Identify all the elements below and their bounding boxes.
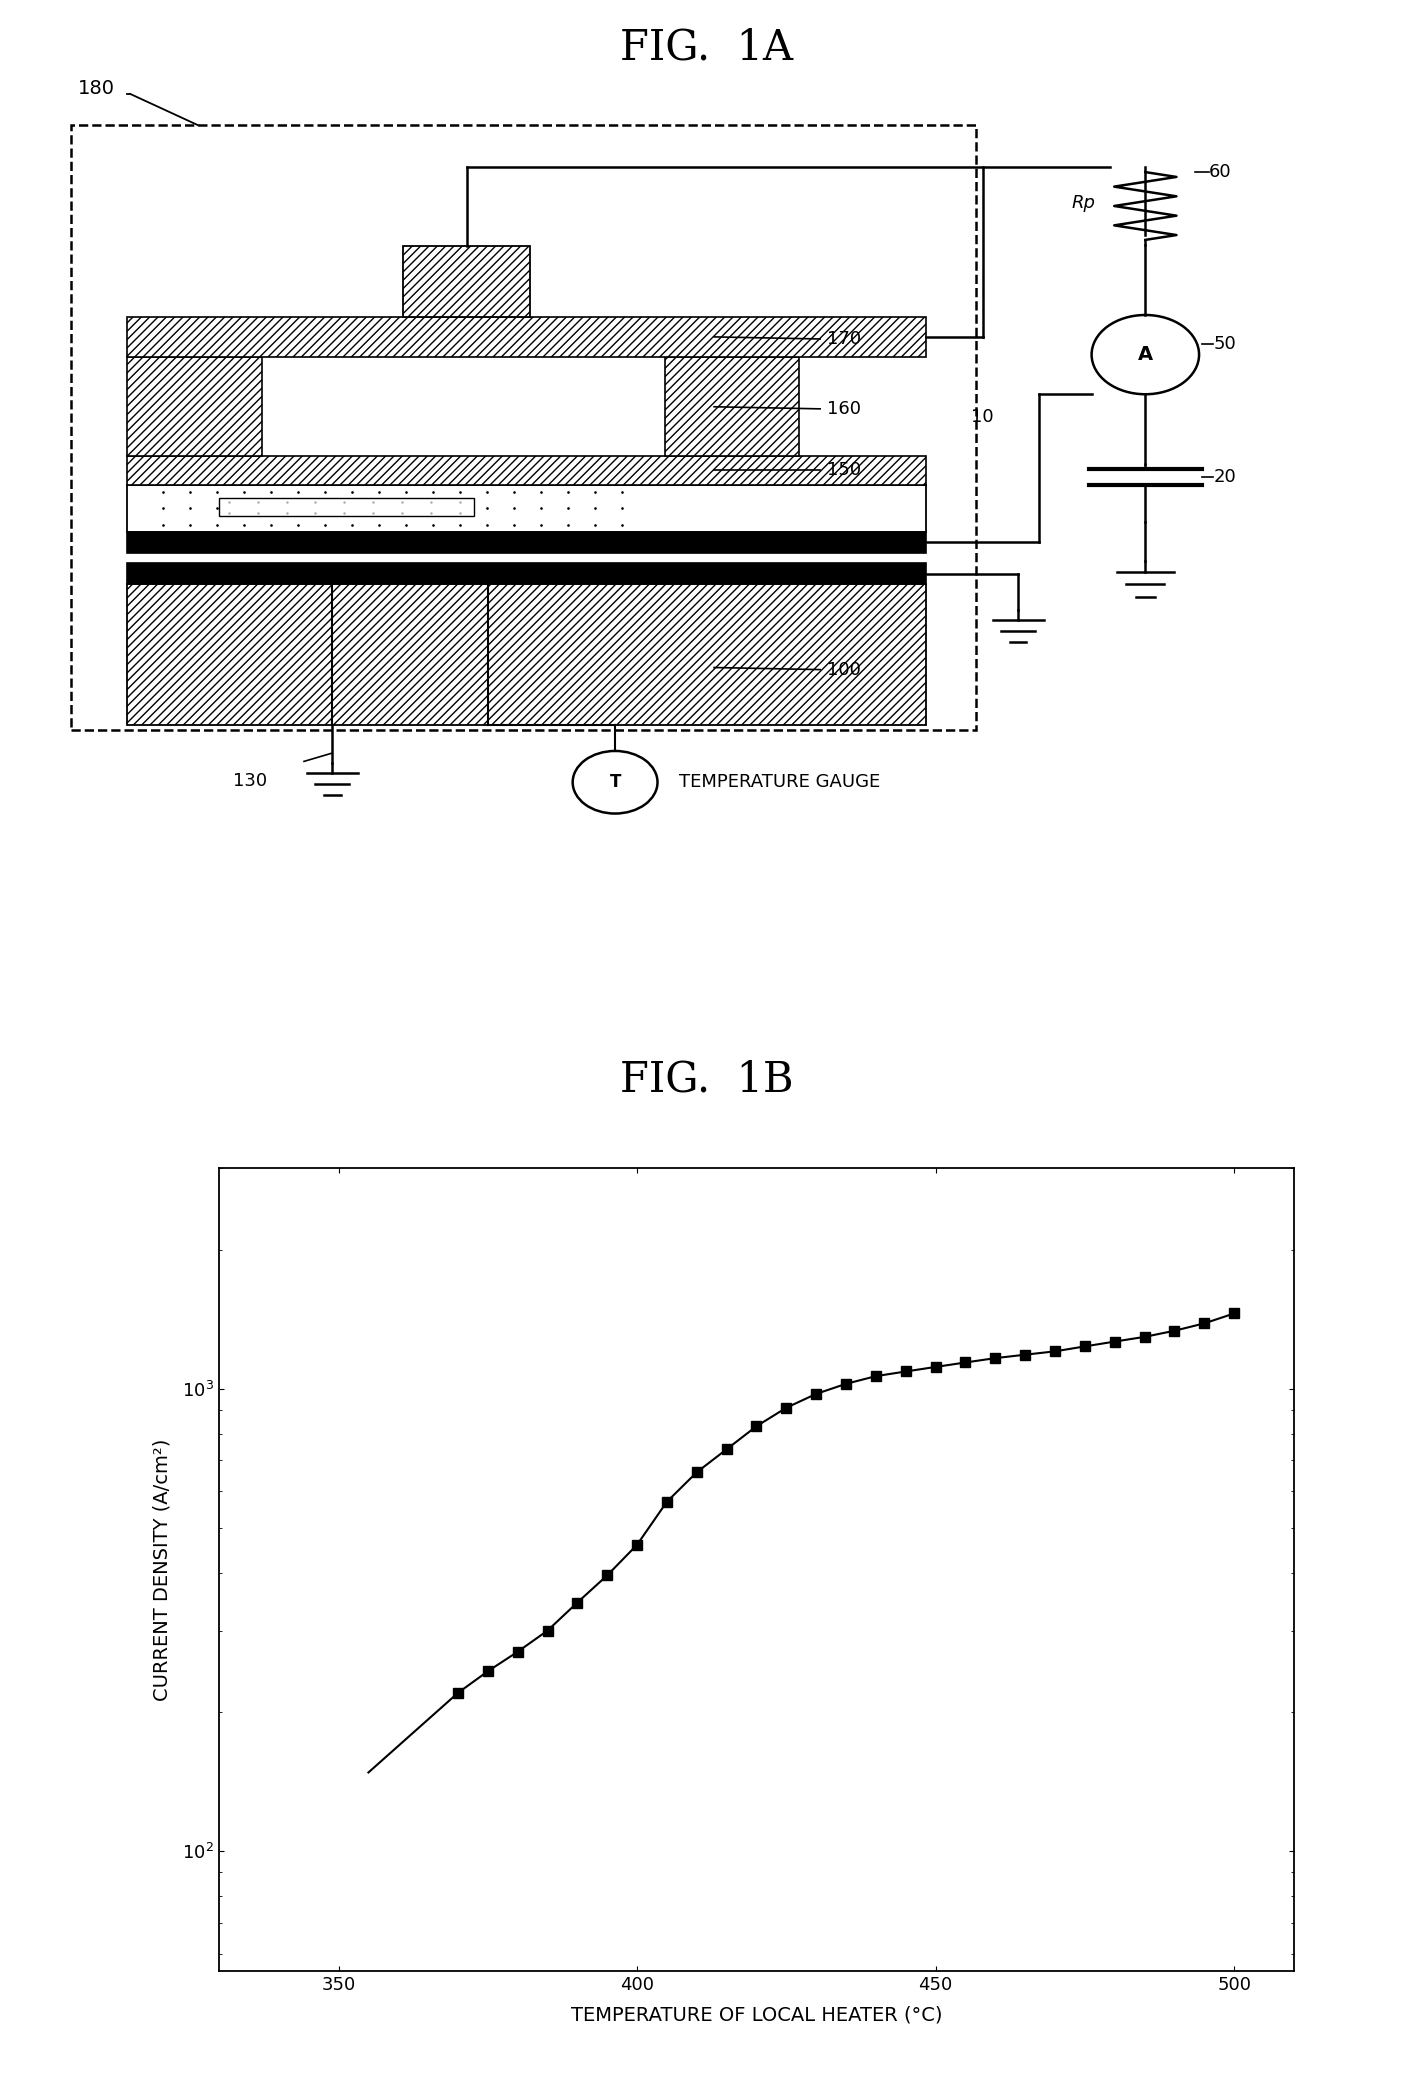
Text: 130: 130 (233, 772, 267, 791)
Text: A: A (1138, 344, 1152, 365)
Bar (665, 357, 799, 457)
Text: 60: 60 (1209, 163, 1232, 181)
Bar (127, 486, 926, 532)
Text: 180: 180 (78, 79, 115, 98)
Bar (127, 357, 262, 457)
Text: 140: 140 (379, 461, 413, 480)
Text: 50: 50 (1213, 336, 1236, 353)
Text: 150: 150 (827, 461, 861, 480)
Text: 100: 100 (827, 661, 861, 678)
Bar (127, 457, 926, 486)
Text: 170: 170 (827, 330, 861, 348)
Text: FIG.  1A: FIG. 1A (621, 25, 793, 69)
Text: 10: 10 (971, 409, 994, 426)
Text: FIG.  1B: FIG. 1B (621, 1058, 793, 1101)
Text: 160: 160 (827, 401, 861, 417)
X-axis label: TEMPERATURE OF LOCAL HEATER (°C): TEMPERATURE OF LOCAL HEATER (°C) (571, 2005, 942, 2023)
Text: TEMPERATURE GAUGE: TEMPERATURE GAUGE (679, 774, 880, 791)
Text: 120: 120 (827, 536, 861, 553)
Bar (71, 125, 976, 730)
Bar (127, 563, 926, 584)
Bar (127, 532, 926, 553)
Bar (127, 584, 926, 726)
Bar (403, 246, 530, 317)
Bar (219, 496, 474, 515)
Text: 20: 20 (1213, 467, 1236, 486)
Text: T: T (609, 774, 621, 791)
Y-axis label: CURRENT DENSITY (A/cm²): CURRENT DENSITY (A/cm²) (153, 1439, 171, 1700)
Text: 110: 110 (827, 565, 861, 582)
Text: Rp: Rp (1072, 194, 1096, 213)
Bar (127, 317, 926, 357)
